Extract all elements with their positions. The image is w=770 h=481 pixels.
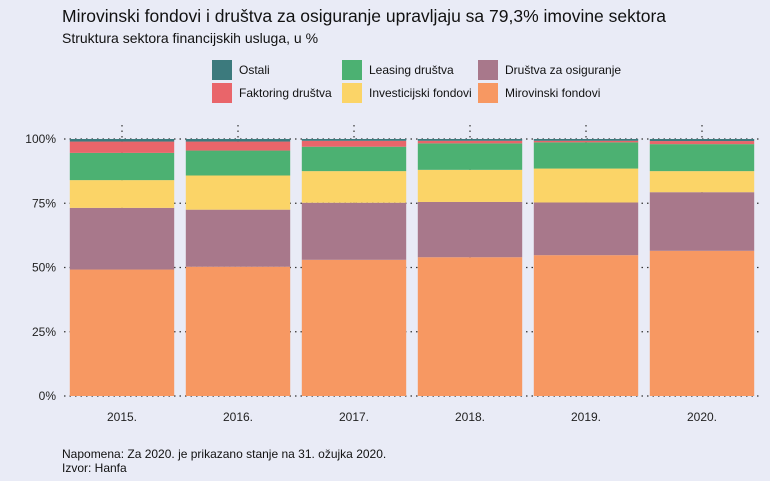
bar-segment [69,207,175,270]
legend-label: Leasing društva [369,63,454,77]
legend-label: Ostali [239,63,270,77]
bar-segment [69,139,175,142]
bar-segment [649,141,755,145]
y-tick-label: 75% [32,196,56,210]
bar-segment [533,139,639,141]
legend-label: Mirovinski fondovi [505,86,600,100]
bar-segment [533,255,639,396]
bar-segment [417,140,523,144]
bar-segment [649,139,755,142]
x-tick-label: 2020. [687,410,717,424]
bar-segment [185,150,291,176]
legend-label: Faktoring društva [239,86,332,100]
bar-segment [301,139,407,141]
bar-segment [649,144,755,172]
y-tick-label: 0% [39,389,57,403]
note-text: Napomena: Za 2020. je prikazano stanje n… [62,447,387,461]
bar-segment [417,201,523,258]
x-tick-label: 2016. [223,410,253,424]
bar-segment [301,171,407,203]
x-tick-label: 2018. [455,410,485,424]
bar-segment [533,202,639,256]
y-tick-label: 25% [32,325,56,339]
legend-label: Društva za osiguranje [505,63,621,77]
bar-segment [69,180,175,208]
chart-subtitle: Struktura sektora financijskih usluga, u… [62,30,319,46]
legend-swatch [212,60,232,80]
bar-segment [69,152,175,181]
bar-segment [417,257,523,396]
bar-segment [301,202,407,260]
bar-segment [417,143,523,170]
bar-segment [301,259,407,396]
bar-segment [533,142,639,169]
bar-segment [301,140,407,147]
source-text: Izvor: Hanfa [62,461,127,475]
bar-segment [417,139,523,141]
legend-swatch [478,83,498,103]
bars [69,139,755,396]
bar-segment [69,141,175,153]
legend-swatch [342,83,362,103]
bar-segment [533,140,639,143]
y-tick-label: 50% [32,261,56,275]
bar-segment [69,269,175,396]
bar-segment [185,139,291,142]
bar-segment [533,168,639,203]
x-tick-label: 2015. [107,410,137,424]
legend-swatch [212,83,232,103]
bar-segment [185,175,291,210]
legend-label: Investicijski fondovi [369,86,472,100]
footnote: Napomena: Za 2020. je prikazano stanje n… [62,447,386,475]
bar-segment [185,266,291,396]
bar-segment [649,250,755,396]
legend-swatch [342,60,362,80]
bar-segment [649,171,755,193]
y-tick-label: 100% [25,132,56,146]
legend-swatch [478,60,498,80]
bar-segment [417,169,523,202]
legend: Ostali Leasing društva Društva za osiguran… [212,60,621,103]
x-tick-label: 2019. [571,410,601,424]
bar-segment [185,209,291,267]
chart-title: Mirovinski fondovi i društva za osiguran… [62,6,667,26]
axes: 0% 25% 50% 75% 100% 2015. 2016. 2017. 2018. 2019.… [25,132,717,424]
bar-segment [301,146,407,172]
x-tick-label: 2017. [339,410,369,424]
bar-segment [185,141,291,151]
bar-segment [649,192,755,251]
